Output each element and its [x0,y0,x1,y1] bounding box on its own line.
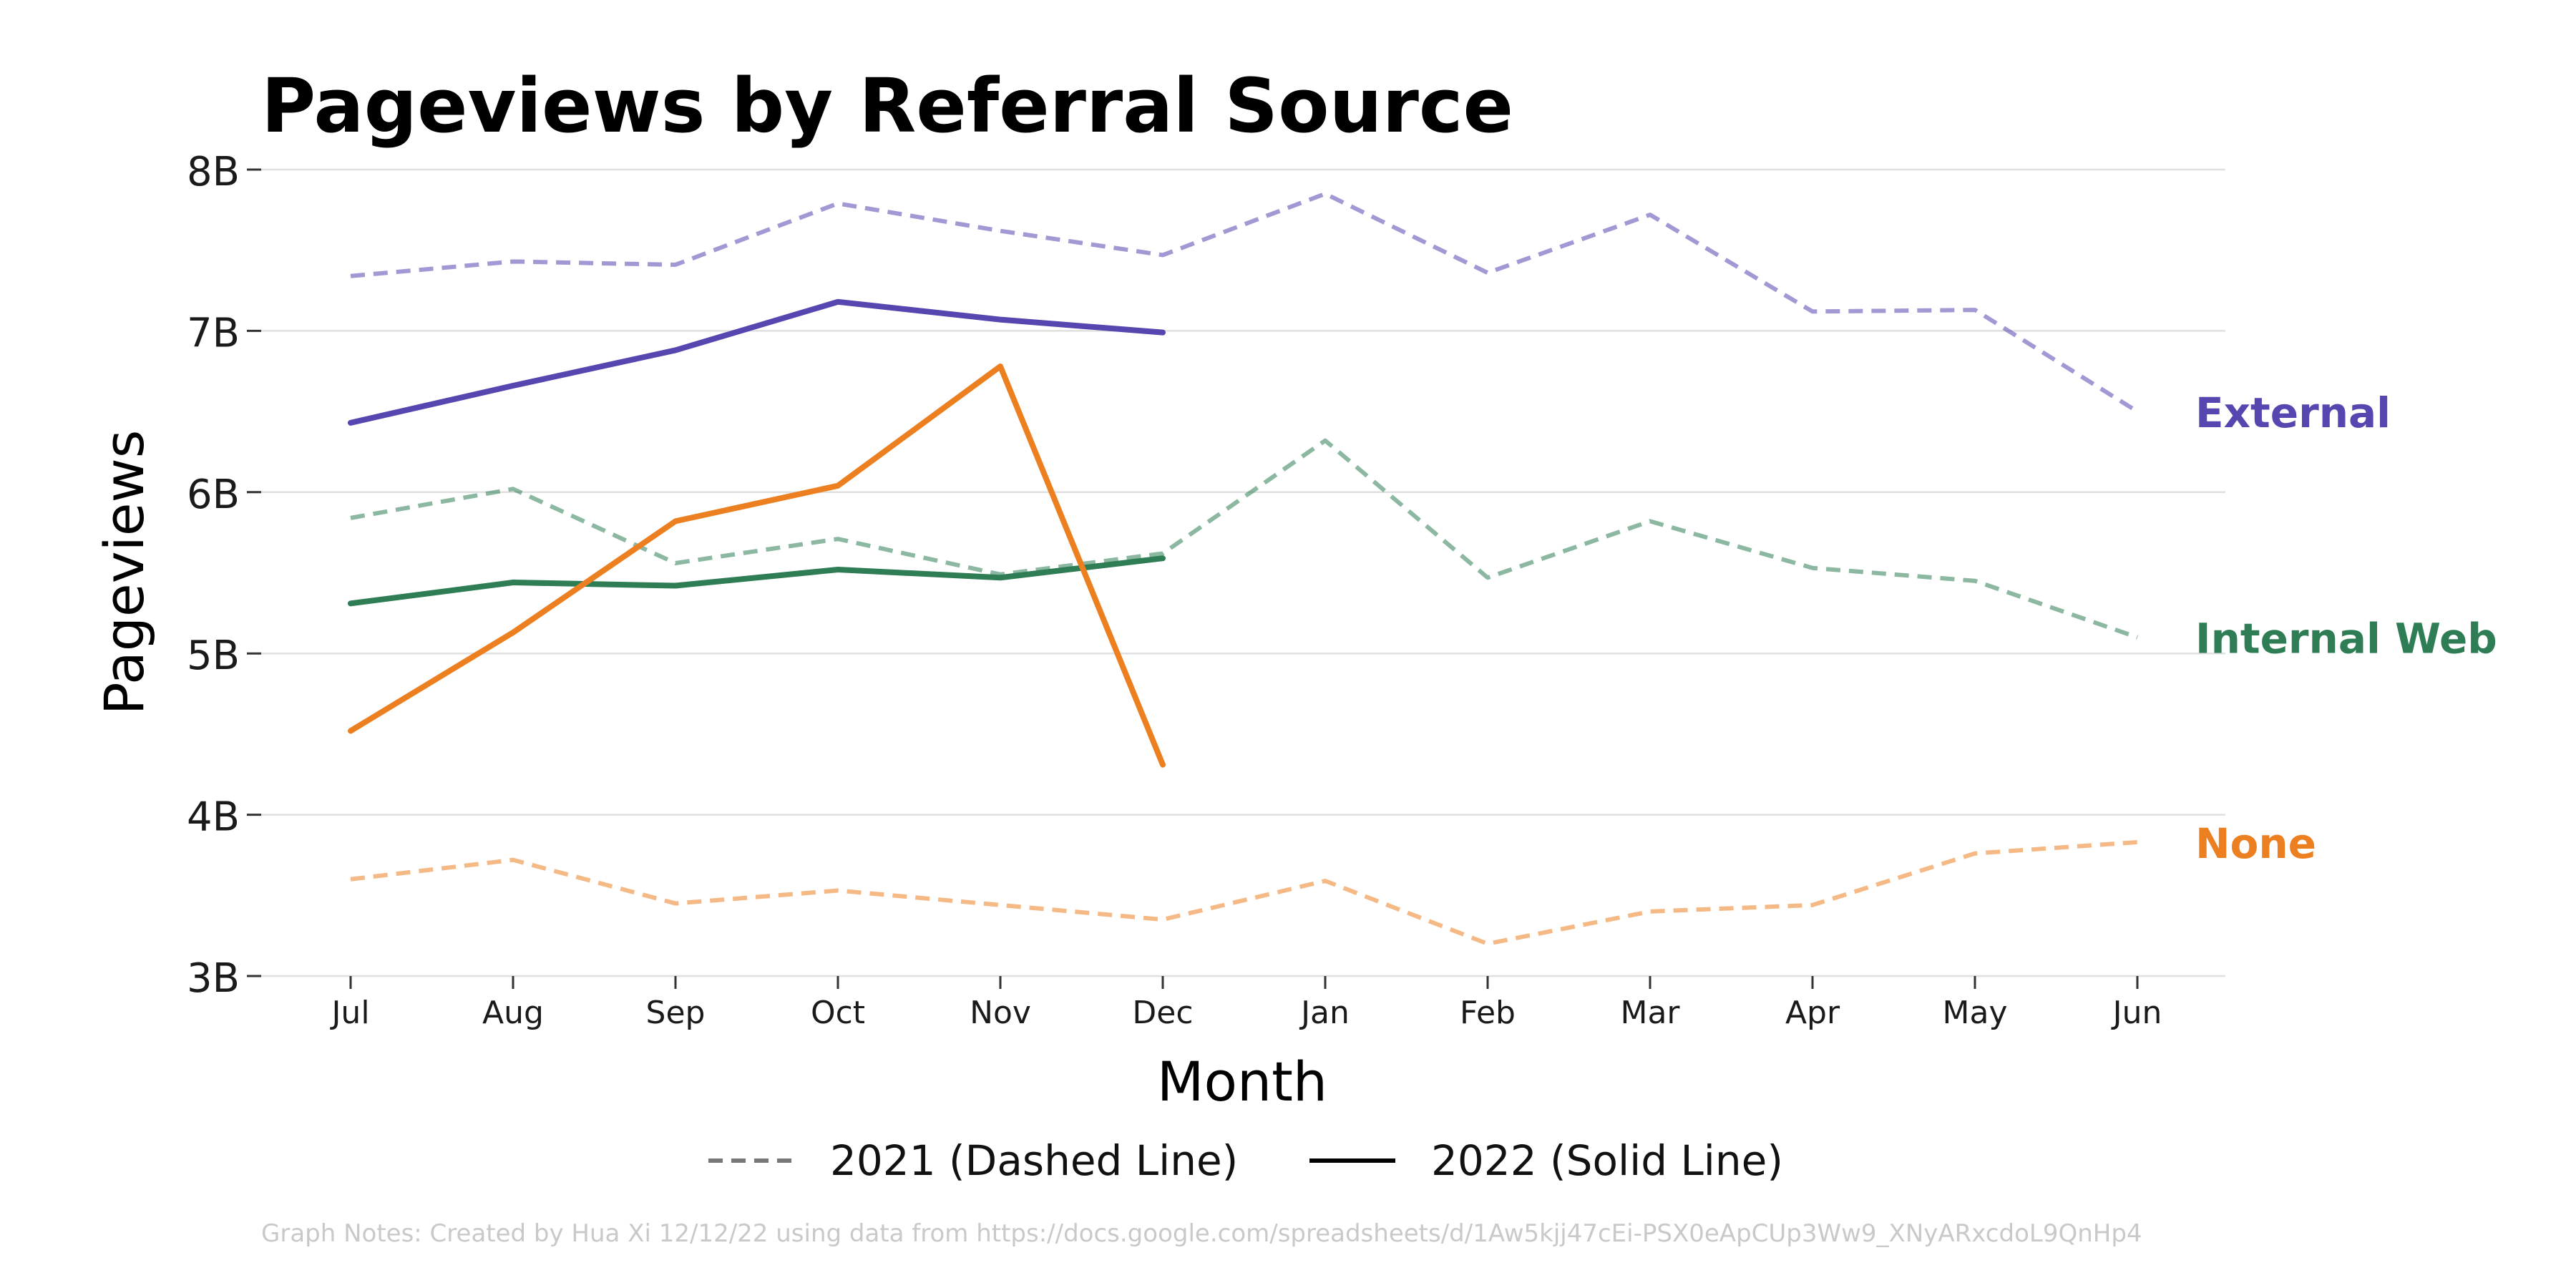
series-line-2022-none [348,363,1166,768]
graph-note: Graph Notes: Created by Hua Xi 12/12/22 … [261,1219,2142,1248]
x-tick-label: Dec [1132,995,1193,1031]
y-axis: 3B 4B 5B 6B 7B 8B [187,149,261,1002]
y-axis-title: Pageviews [92,430,156,716]
x-tick-label: Sep [646,995,706,1031]
y-tick-label: 8B [187,149,240,195]
x-axis: Jul Aug Sep Oct Nov Dec Jan Feb Mar Apr May Jun [329,976,2162,1031]
y-tick-label: 5B [187,633,240,679]
series-end-label: None [2195,819,2316,868]
y-tick-label: 7B [187,310,240,356]
y-tick-label: 4B [187,794,240,841]
x-tick-label: Nov [970,995,1031,1031]
x-tick-label: Jul [329,995,369,1031]
series-line-2021-internal-web [350,438,2138,640]
series-line-2022-external [348,298,1166,426]
series-lines [348,191,2139,946]
y-tick-label: 3B [187,955,240,1002]
x-tick-label: Oct [811,995,865,1031]
y-tick-label: 6B [187,472,240,518]
x-tick-label: Jun [2111,995,2162,1031]
gridlines [261,168,2225,977]
legend-label: 2021 (Dashed Line) [830,1136,1238,1185]
series-end-label: Internal Web [2195,615,2497,663]
series-line-2021-external [350,191,2139,414]
x-tick-label: Feb [1460,995,1516,1031]
x-tick-label: Apr [1785,995,1840,1031]
x-tick-label: May [1943,995,2008,1031]
x-tick-label: Jan [1299,995,1350,1031]
series-line-2021-none [350,839,2138,946]
x-axis-title: Month [1157,1050,1327,1113]
legend: 2021 (Dashed Line) 2022 (Solid Line) [708,1136,1783,1185]
legend-label: 2022 (Solid Line) [1431,1136,1783,1185]
series-line-2022-internal-web [348,555,1166,607]
series-end-label: External [2195,389,2391,437]
chart-title: Pageviews by Referral Source [261,62,1513,150]
x-tick-label: Aug [482,995,544,1031]
series-end-labels: External Internal Web None [2195,389,2497,868]
x-tick-label: Mar [1620,995,1680,1031]
